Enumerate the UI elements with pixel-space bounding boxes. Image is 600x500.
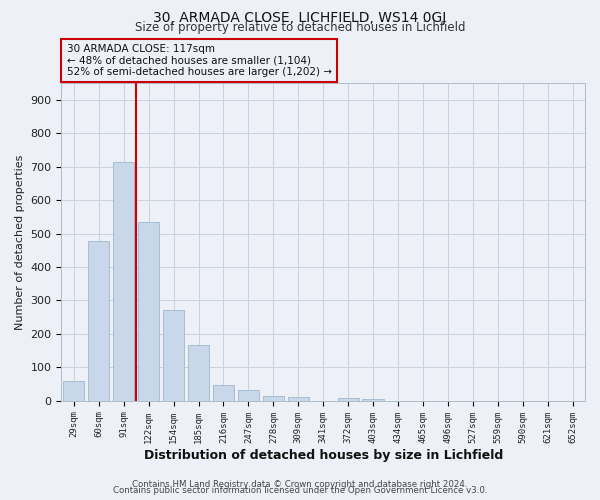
- Bar: [338, 398, 359, 400]
- Text: Size of property relative to detached houses in Lichfield: Size of property relative to detached ho…: [135, 22, 465, 35]
- Y-axis label: Number of detached properties: Number of detached properties: [15, 154, 25, 330]
- Bar: [88, 241, 109, 400]
- Bar: [362, 398, 383, 400]
- Bar: [113, 162, 134, 400]
- Text: 30, ARMADA CLOSE, LICHFIELD, WS14 0GJ: 30, ARMADA CLOSE, LICHFIELD, WS14 0GJ: [154, 11, 446, 25]
- Bar: [287, 397, 309, 400]
- Bar: [138, 222, 159, 400]
- Bar: [213, 385, 234, 400]
- Bar: [163, 310, 184, 400]
- Text: Contains public sector information licensed under the Open Government Licence v3: Contains public sector information licen…: [113, 486, 487, 495]
- Text: 30 ARMADA CLOSE: 117sqm
← 48% of detached houses are smaller (1,104)
52% of semi: 30 ARMADA CLOSE: 117sqm ← 48% of detache…: [67, 44, 332, 77]
- Bar: [238, 390, 259, 400]
- X-axis label: Distribution of detached houses by size in Lichfield: Distribution of detached houses by size …: [143, 450, 503, 462]
- Text: Contains HM Land Registry data © Crown copyright and database right 2024.: Contains HM Land Registry data © Crown c…: [132, 480, 468, 489]
- Bar: [188, 346, 209, 401]
- Bar: [263, 396, 284, 400]
- Bar: [63, 380, 85, 400]
